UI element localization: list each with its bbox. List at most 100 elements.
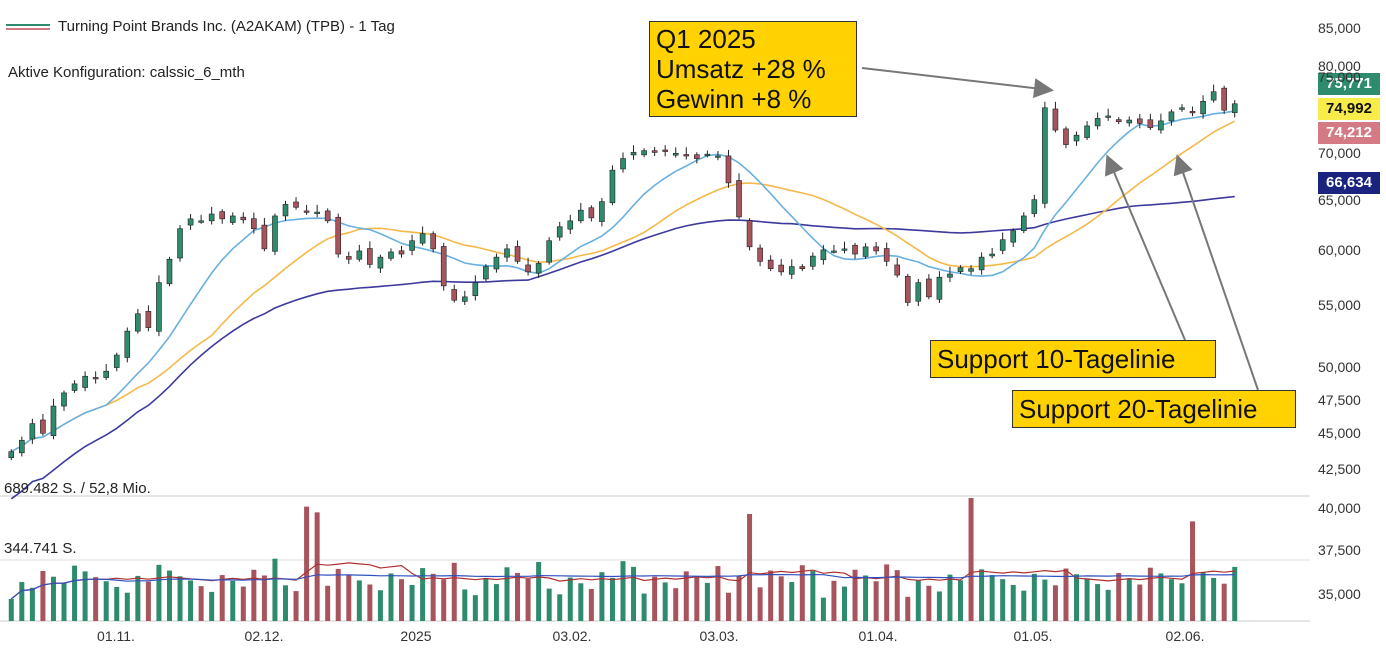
volume-bar	[662, 582, 668, 621]
candle-body	[335, 216, 342, 255]
candle-body	[483, 266, 489, 280]
q1-profit: Gewinn +8 %	[656, 84, 812, 114]
volume-bar	[367, 584, 373, 621]
volume-bar	[831, 580, 837, 621]
x-tick-label: 2025	[400, 628, 432, 644]
volume-bar	[989, 575, 995, 621]
volume-bar	[188, 580, 194, 621]
volume-bar	[894, 570, 900, 621]
candle-body	[704, 153, 711, 156]
candle-body	[388, 251, 394, 259]
volume-bar	[61, 582, 67, 621]
volume-bar	[789, 582, 795, 621]
volume-bar	[282, 585, 288, 621]
candle-body	[82, 375, 88, 388]
candle-body	[92, 377, 99, 380]
volume-bar	[1095, 584, 1101, 621]
candle-body	[1052, 108, 1059, 131]
candle-body	[609, 169, 616, 204]
candle-body	[409, 240, 415, 251]
volume-bar	[145, 581, 151, 621]
candle-body	[672, 152, 679, 156]
y-tick-label: 35,000	[1318, 586, 1361, 602]
volume-bar	[335, 568, 341, 621]
y-tick-label: 50,000	[1318, 359, 1361, 375]
volume-bar	[1190, 521, 1196, 621]
volume-bar	[820, 597, 826, 621]
volume-bar	[93, 577, 99, 621]
candle-body	[229, 215, 236, 223]
y-tick-label: 80,000	[1318, 58, 1361, 74]
volume-bar	[430, 573, 436, 621]
volume-bar	[1031, 573, 1037, 621]
price-tag-high: 75,771	[1318, 73, 1380, 95]
volume-avg-long-line	[10, 573, 1235, 600]
x-tick-label: 02.06.	[1165, 628, 1205, 644]
candle-body	[240, 216, 247, 221]
volume-bar	[472, 595, 478, 621]
volume-bar	[546, 588, 552, 621]
volume-bar	[399, 579, 405, 621]
candle-body	[1094, 118, 1101, 127]
candle-body	[472, 282, 479, 296]
volume-bar	[1116, 573, 1122, 621]
y-tick-label: 42,500	[1318, 461, 1361, 477]
candle-body	[29, 423, 36, 440]
volume-bar	[40, 570, 46, 621]
x-tick-label: 03.02.	[552, 628, 592, 644]
volume-bar	[135, 575, 141, 621]
volume-bar	[19, 582, 25, 621]
volume-bar	[673, 588, 679, 621]
volume-bar	[1021, 590, 1027, 621]
candle-body	[1031, 199, 1038, 214]
volume-bar	[451, 562, 457, 621]
volume-bar	[609, 577, 615, 621]
candle-body	[19, 439, 25, 454]
volume-bar	[29, 587, 35, 621]
volume-bar	[1010, 584, 1016, 621]
volume-bar	[1200, 572, 1206, 621]
volume-bar	[293, 591, 299, 621]
volume-bar	[1105, 589, 1111, 621]
sma20-line	[10, 120, 1236, 453]
candle-body	[156, 282, 162, 332]
volume-bar	[926, 585, 932, 621]
volume-bar	[536, 561, 542, 621]
candle-body	[978, 256, 985, 271]
volume-bar	[905, 596, 911, 621]
volume-bar	[1126, 578, 1132, 621]
volume-bar	[525, 578, 531, 621]
candlestick-series	[8, 84, 1238, 461]
legend-swatch-icon	[6, 23, 50, 30]
volume-bar	[863, 575, 869, 621]
candle-body	[282, 204, 289, 217]
support20-annotation-box: Support 20-Tagelinie	[1012, 390, 1296, 428]
candle-body	[1084, 125, 1090, 138]
volume-bar	[103, 581, 109, 621]
volume-bar	[462, 589, 468, 621]
volume-bar	[1211, 577, 1217, 621]
support10-arrow	[1105, 154, 1186, 341]
volume-bar	[1221, 583, 1227, 621]
candle-body	[1137, 118, 1143, 124]
candle-body	[345, 256, 352, 260]
volume-bar	[757, 587, 763, 621]
candle-body	[1168, 111, 1175, 122]
volume-bar	[915, 580, 921, 621]
support10-annotation-box: Support 10-Tagelinie	[930, 340, 1216, 378]
support20-arrow	[1173, 154, 1259, 391]
candle-body	[314, 211, 320, 214]
candle-body	[61, 392, 67, 407]
x-tick-label: 01.11.	[97, 628, 135, 644]
volume-bar	[1042, 579, 1048, 621]
candle-body	[578, 209, 584, 222]
candle-body	[187, 218, 194, 226]
volume-bar	[82, 571, 88, 621]
volume-bar	[198, 586, 204, 621]
candle-body	[1158, 120, 1164, 131]
volume-bar	[272, 558, 278, 621]
moving-average-lines	[10, 110, 1236, 500]
candle-body	[1115, 119, 1122, 123]
volume-bar	[209, 591, 215, 621]
